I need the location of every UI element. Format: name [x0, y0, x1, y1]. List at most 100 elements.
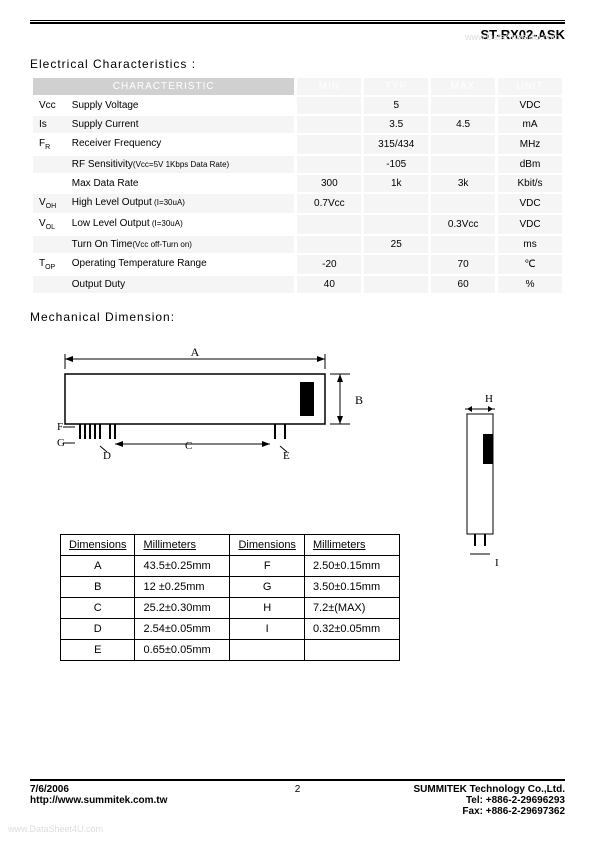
typ-cell — [364, 276, 428, 293]
dim-cell: 25.2±0.30mm — [135, 598, 230, 619]
hdr-min: MIN — [297, 78, 361, 95]
unit-cell: MHz — [498, 135, 562, 154]
dim-cell: E — [61, 640, 135, 661]
watermark-bottom: www.DataSheet4U.com — [8, 824, 103, 834]
dim-cell — [230, 640, 304, 661]
dim-cell: H — [230, 598, 304, 619]
typ-cell: -105 — [364, 156, 428, 173]
typ-cell: 315/434 — [364, 135, 428, 154]
label-A: A — [191, 345, 200, 359]
unit-cell: VDC — [498, 215, 562, 234]
unit-cell: dBm — [498, 156, 562, 173]
char-cell: VOL Low Level Output (I=30uA) — [33, 215, 294, 234]
min-cell: 300 — [297, 175, 361, 192]
char-cell: TOP Operating Temperature Range — [33, 255, 294, 274]
label-B: B — [355, 393, 363, 407]
dim-cell: D — [61, 619, 135, 640]
char-cell: RF Sensitivity(Vcc=5V 1Kbps Data Rate) — [33, 156, 294, 173]
min-cell — [297, 97, 361, 114]
dim-cell: 3.50±0.15mm — [304, 577, 399, 598]
dim-cell: F — [230, 556, 304, 577]
max-cell — [431, 236, 495, 253]
diagram-main-svg: A B F G D C E — [55, 344, 375, 494]
elec-title: Electrical Characteristics : — [30, 57, 565, 71]
max-cell — [431, 97, 495, 114]
typ-cell — [364, 194, 428, 213]
char-cell: Is Supply Current — [33, 116, 294, 133]
header-rule — [30, 20, 565, 24]
typ-cell: 5 — [364, 97, 428, 114]
label-C: C — [185, 440, 192, 452]
max-cell: 60 — [431, 276, 495, 293]
min-cell — [297, 116, 361, 133]
dim-hdr-d1: Dimensions — [61, 535, 135, 556]
hdr-char: CHARACTERISTIC — [33, 78, 294, 95]
unit-cell: mA — [498, 116, 562, 133]
dim-hdr-m1: Millimeters — [135, 535, 230, 556]
dim-cell: 7.2±(MAX) — [304, 598, 399, 619]
unit-cell: ℃ — [498, 255, 562, 274]
dimensions-table: Dimensions Millimeters Dimensions Millim… — [60, 534, 400, 661]
unit-cell: VDC — [498, 194, 562, 213]
dim-cell: 0.65±0.05mm — [135, 640, 230, 661]
mechanical-diagram: A B F G D C E H I — [30, 344, 565, 514]
watermark-top: www.DataSheet4U.com — [465, 32, 560, 42]
unit-cell: Kbit/s — [498, 175, 562, 192]
dim-cell: C — [61, 598, 135, 619]
typ-cell — [364, 255, 428, 274]
dim-cell: B — [61, 577, 135, 598]
typ-cell: 3.5 — [364, 116, 428, 133]
max-cell — [431, 156, 495, 173]
min-cell: -20 — [297, 255, 361, 274]
typ-cell: 25 — [364, 236, 428, 253]
dim-cell: 0.32±0.05mm — [304, 619, 399, 640]
dim-cell: I — [230, 619, 304, 640]
char-cell: Max Data Rate — [33, 175, 294, 192]
max-cell: 0.3Vcc — [431, 215, 495, 234]
dim-hdr-d2: Dimensions — [230, 535, 304, 556]
min-cell — [297, 135, 361, 154]
max-cell: 4.5 — [431, 116, 495, 133]
char-cell: Vcc Supply Voltage — [33, 97, 294, 114]
min-cell — [297, 236, 361, 253]
char-cell: VOH High Level Output (I=30uA) — [33, 194, 294, 213]
dim-cell: 12 ±0.25mm — [135, 577, 230, 598]
unit-cell: VDC — [498, 97, 562, 114]
footer-fax: Fax: +886-2-29697362 — [462, 806, 565, 817]
max-cell: 3k — [431, 175, 495, 192]
mech-title: Mechanical Dimension: — [30, 310, 565, 324]
min-cell: 40 — [297, 276, 361, 293]
label-H: H — [485, 394, 493, 405]
footer-url: http://www.summitek.com.tw — [30, 795, 167, 806]
dim-cell — [304, 640, 399, 661]
char-cell: Output Duty — [33, 276, 294, 293]
hdr-max: MAX — [431, 78, 495, 95]
hdr-typ: TYP — [364, 78, 428, 95]
char-cell: FR Receiver Frequency — [33, 135, 294, 154]
hdr-unit: UNIT — [498, 78, 562, 95]
dim-cell: 2.50±0.15mm — [304, 556, 399, 577]
dim-cell: A — [61, 556, 135, 577]
footer-company: SUMMITEK Technology Co.,Ltd. — [414, 784, 565, 795]
max-cell: 70 — [431, 255, 495, 274]
page-number: 2 — [295, 784, 301, 795]
dim-cell: 43.5±0.25mm — [135, 556, 230, 577]
footer-date: 7/6/2006 — [30, 784, 69, 795]
electrical-table: CHARACTERISTIC MIN TYP MAX UNIT Vcc Supp… — [30, 76, 565, 295]
max-cell — [431, 194, 495, 213]
min-cell: 0.7Vcc — [297, 194, 361, 213]
dim-cell: G — [230, 577, 304, 598]
footer-tel: Tel: +886-2-29696293 — [466, 795, 565, 806]
dim-hdr-m2: Millimeters — [304, 535, 399, 556]
min-cell — [297, 215, 361, 234]
dim-cell: 2.54±0.05mm — [135, 619, 230, 640]
diagram-side-svg: H I — [455, 394, 515, 574]
unit-cell: % — [498, 276, 562, 293]
footer: 7/6/2006 http://www.summitek.com.tw 2 SU… — [30, 779, 565, 817]
typ-cell — [364, 215, 428, 234]
max-cell — [431, 135, 495, 154]
label-F: F — [57, 421, 63, 433]
footer-left: 7/6/2006 http://www.summitek.com.tw — [30, 784, 167, 817]
min-cell — [297, 156, 361, 173]
label-I: I — [495, 557, 499, 569]
